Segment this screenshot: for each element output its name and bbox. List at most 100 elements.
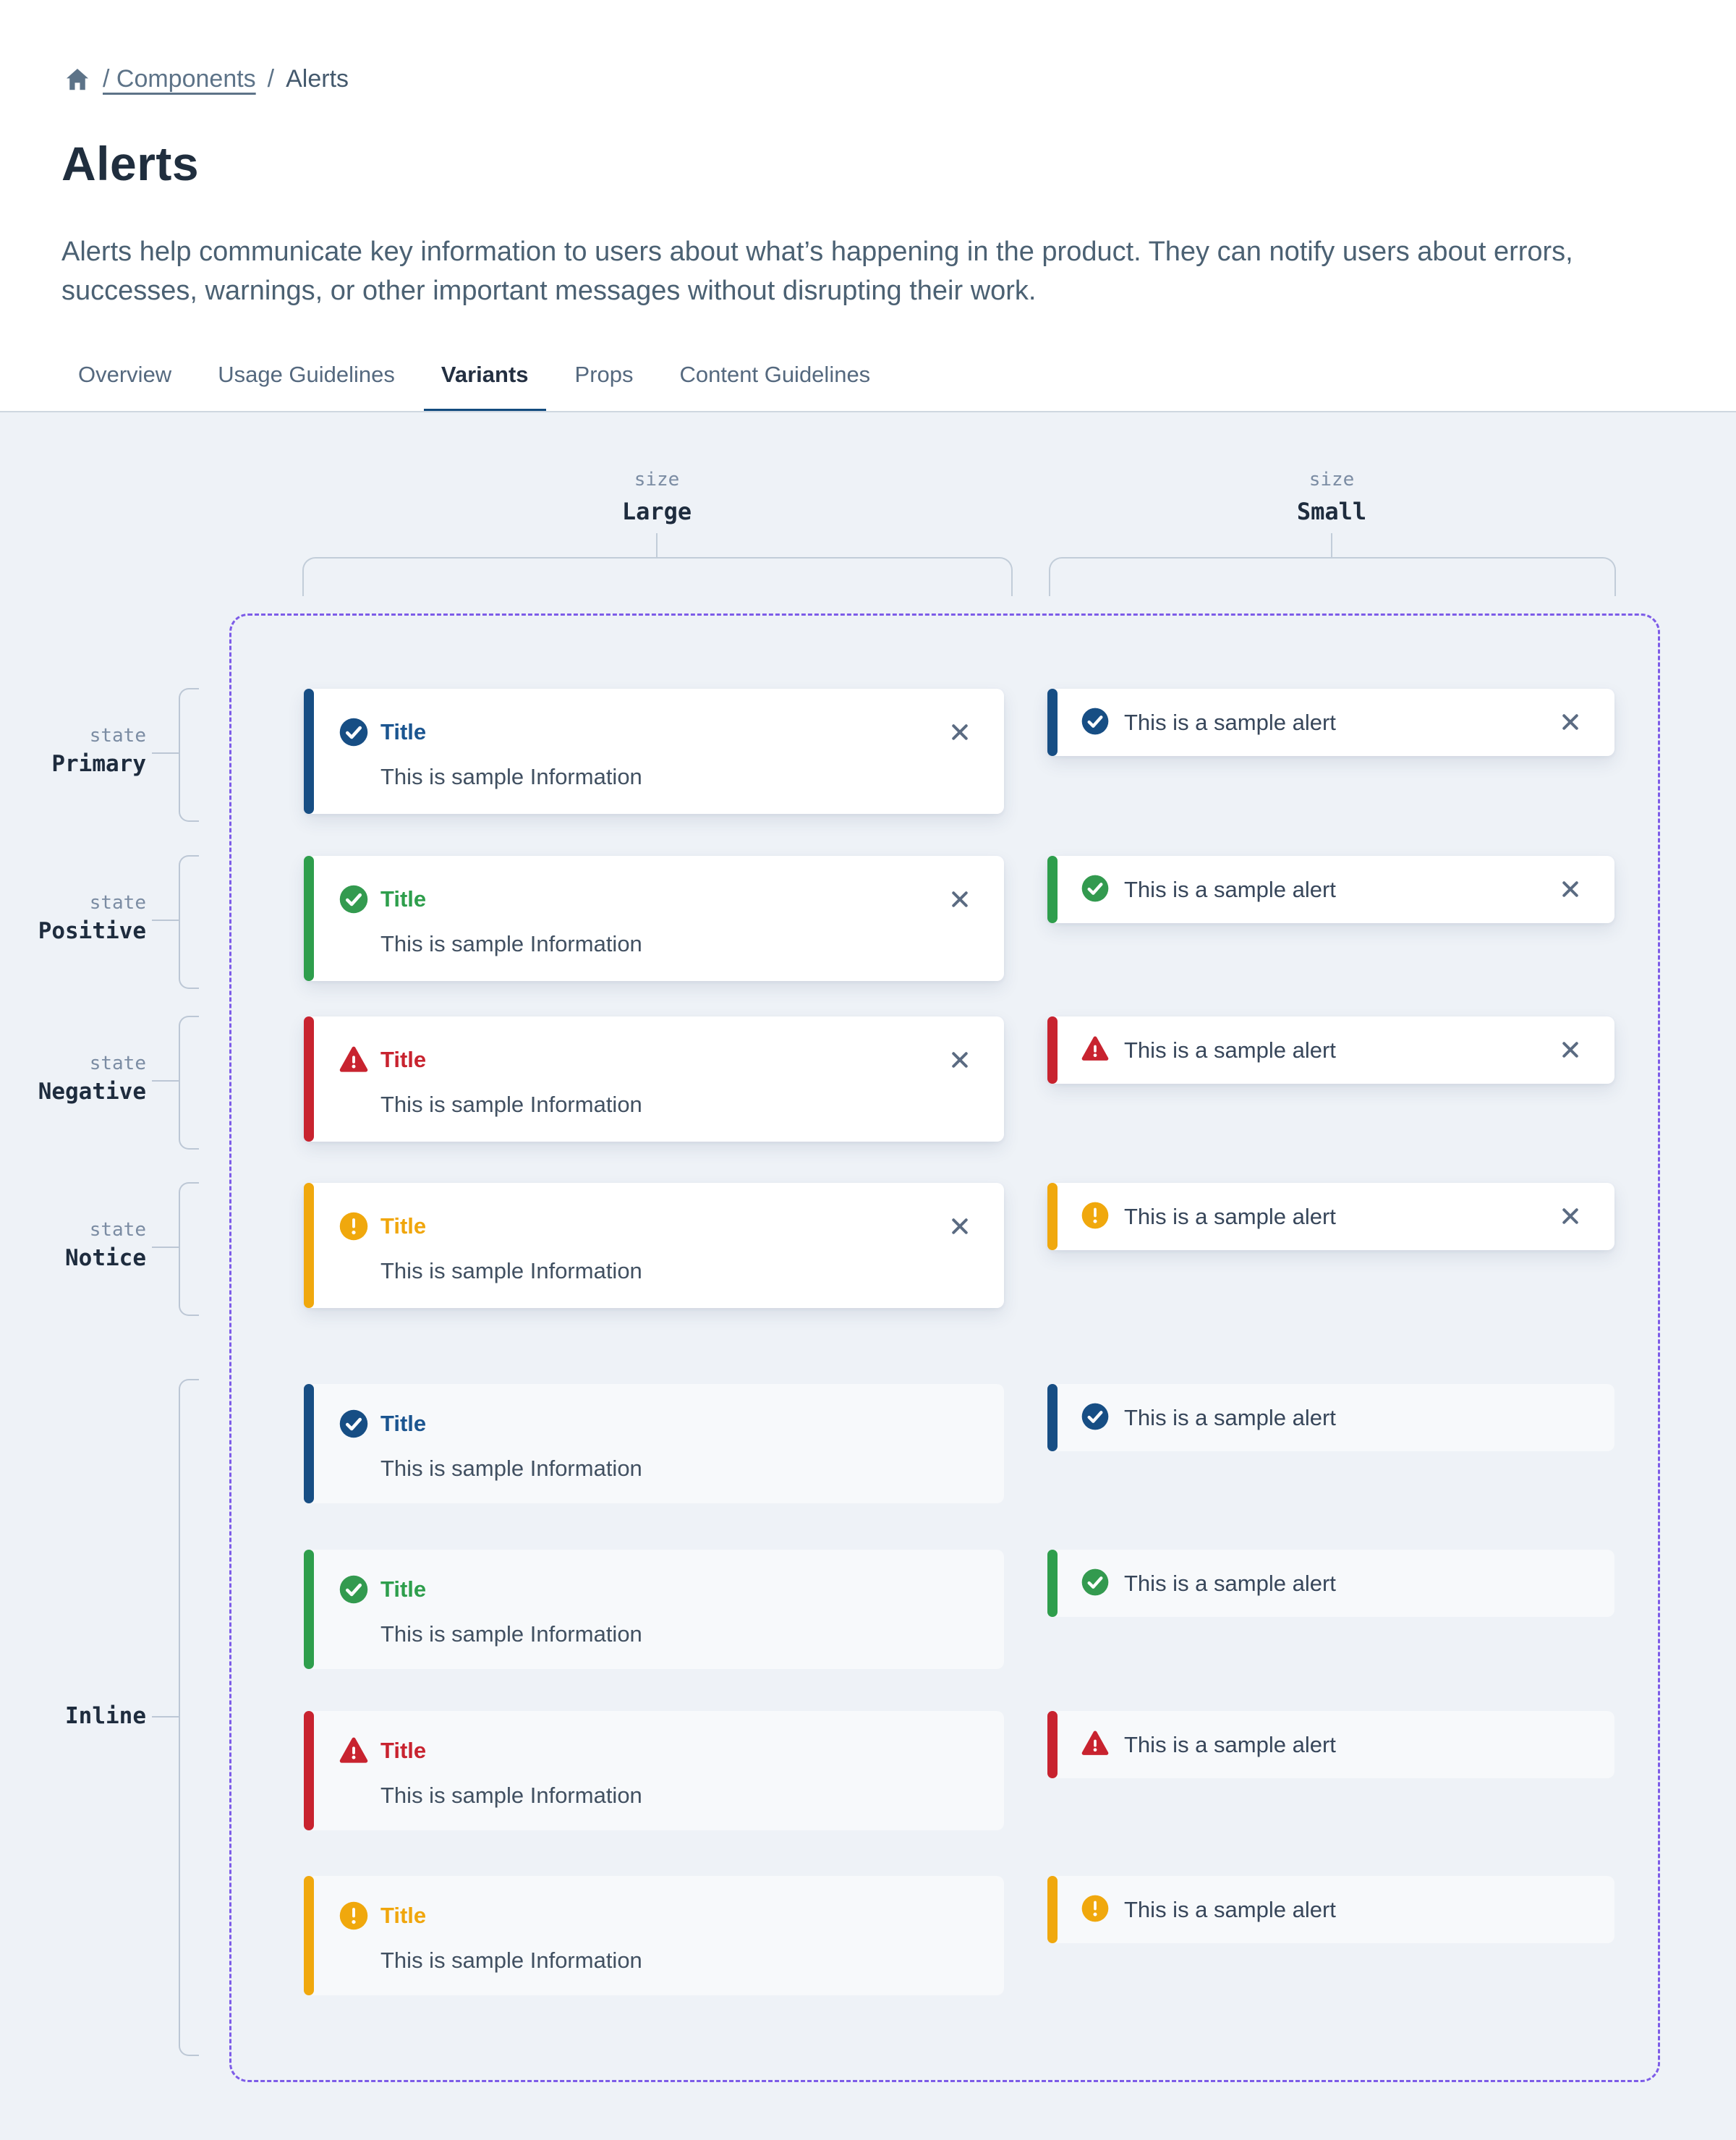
warning-triangle-icon — [1081, 1729, 1110, 1758]
tab-content-guidelines[interactable]: Content Guidelines — [679, 362, 871, 387]
alert-inline-large-notice: Title This is sample Information — [304, 1876, 1004, 1995]
alert-accent-bar — [1047, 1183, 1058, 1250]
state-bracket-positive — [179, 855, 199, 989]
x-icon[interactable] — [949, 1049, 971, 1071]
state-key-label: state — [89, 892, 146, 914]
alert-accent-bar — [1047, 1550, 1058, 1617]
state-name-negative: Negative — [38, 1079, 146, 1105]
alert-large-notice: Title This is sample Information — [304, 1183, 1004, 1308]
size-large-bracket — [302, 557, 1013, 596]
check-circle-icon — [339, 717, 369, 747]
x-icon[interactable] — [1560, 711, 1581, 733]
size-header-small: size Small — [1187, 469, 1476, 525]
state-name-inline: Inline — [65, 1703, 146, 1729]
alert-accent-bar — [1047, 689, 1058, 756]
tab-usage-guidelines[interactable]: Usage Guidelines — [218, 362, 395, 387]
alert-large-primary: Title This is sample Information — [304, 689, 1004, 814]
tab-overview[interactable]: Overview — [78, 362, 172, 387]
alert-small-negative: This is a sample alert — [1047, 1016, 1614, 1084]
exclamation-circle-icon — [1081, 1201, 1110, 1230]
alert-body: This is sample Information — [380, 1621, 642, 1647]
x-icon[interactable] — [949, 888, 971, 910]
alert-body: This is sample Information — [380, 1092, 642, 1117]
tab-bar-divider — [0, 411, 1736, 412]
alert-accent-bar — [1047, 1876, 1058, 1943]
alert-inline-small-notice: This is a sample alert — [1047, 1876, 1614, 1943]
size-large-label: Large — [621, 498, 692, 525]
size-large-stem-line — [656, 533, 658, 558]
alert-small-positive: This is a sample alert — [1047, 856, 1614, 923]
x-icon[interactable] — [949, 721, 971, 743]
alert-title: Title — [380, 1411, 427, 1436]
state-name-primary: Primary — [51, 751, 146, 777]
state-connector-positive — [152, 920, 179, 921]
breadcrumb-separator: / — [267, 65, 275, 93]
warning-triangle-icon — [339, 1045, 369, 1075]
alert-large-positive: Title This is sample Information — [304, 856, 1004, 981]
alert-inline-small-negative: This is a sample alert — [1047, 1711, 1614, 1778]
home-icon[interactable] — [64, 66, 91, 93]
state-bracket-inline — [179, 1379, 199, 2056]
state-connector-notice — [152, 1247, 179, 1248]
x-icon[interactable] — [1560, 1039, 1581, 1061]
exclamation-circle-icon — [339, 1211, 369, 1241]
alert-text: This is a sample alert — [1124, 1897, 1336, 1922]
alert-title: Title — [380, 1576, 427, 1602]
state-connector-primary — [152, 752, 179, 754]
exclamation-circle-icon — [1081, 1894, 1110, 1923]
check-circle-icon — [339, 1409, 369, 1439]
alert-inline-large-negative: Title This is sample Information — [304, 1711, 1004, 1830]
breadcrumb: / Components / Alerts — [64, 65, 349, 93]
state-label-negative: state Negative — [0, 1053, 146, 1105]
tab-variants[interactable]: Variants — [423, 362, 546, 414]
warning-triangle-icon — [1081, 1035, 1110, 1063]
check-circle-icon — [1081, 1402, 1110, 1431]
alert-text: This is a sample alert — [1124, 877, 1336, 902]
x-icon[interactable] — [1560, 1205, 1581, 1227]
alert-inline-large-primary: Title This is sample Information — [304, 1384, 1004, 1503]
exclamation-circle-icon — [339, 1901, 369, 1931]
alert-inline-small-primary: This is a sample alert — [1047, 1384, 1614, 1451]
alert-text: This is a sample alert — [1124, 1571, 1336, 1596]
alert-accent-bar — [304, 1384, 314, 1503]
alert-accent-bar — [1047, 1711, 1058, 1778]
alert-body: This is sample Information — [380, 1948, 642, 1973]
alert-accent-bar — [1047, 1384, 1058, 1451]
alert-accent-bar — [1047, 1016, 1058, 1084]
x-icon[interactable] — [949, 1215, 971, 1237]
check-circle-icon — [339, 1574, 369, 1605]
alert-small-primary: This is a sample alert — [1047, 689, 1614, 756]
alert-body: This is sample Information — [380, 1258, 642, 1283]
state-label-inline: Inline — [0, 1703, 146, 1729]
breadcrumb-current: Alerts — [286, 65, 349, 93]
alert-text: This is a sample alert — [1124, 1204, 1336, 1229]
state-key-label: state — [89, 1219, 146, 1241]
state-name-notice: Notice — [65, 1245, 146, 1271]
size-key-label: size — [1309, 469, 1355, 491]
alert-accent-bar — [304, 856, 314, 981]
state-connector-negative — [152, 1080, 179, 1082]
alert-accent-bar — [304, 1550, 314, 1669]
size-header-large: size Large — [512, 469, 801, 525]
state-bracket-notice — [179, 1182, 199, 1316]
variants-dashed-container — [229, 613, 1660, 2082]
warning-triangle-icon — [339, 1736, 369, 1766]
state-name-positive: Positive — [38, 918, 146, 944]
state-key-label: state — [89, 1053, 146, 1074]
alert-body: This is sample Information — [380, 764, 642, 789]
check-circle-icon — [339, 884, 369, 914]
tab-props[interactable]: Props — [574, 362, 634, 387]
alert-title: Title — [380, 719, 427, 744]
alert-title: Title — [380, 1047, 427, 1072]
check-circle-icon — [1081, 874, 1110, 903]
page-title: Alerts — [61, 137, 200, 190]
breadcrumb-link-components[interactable]: / Components — [103, 65, 256, 93]
size-small-stem-line — [1331, 533, 1332, 558]
x-icon[interactable] — [1560, 878, 1581, 900]
state-connector-inline — [152, 1716, 179, 1717]
state-label-positive: state Positive — [0, 892, 146, 944]
alert-title: Title — [380, 886, 427, 912]
alert-accent-bar — [304, 689, 314, 814]
tab-bar: Overview Usage Guidelines Variants Props… — [78, 362, 871, 414]
